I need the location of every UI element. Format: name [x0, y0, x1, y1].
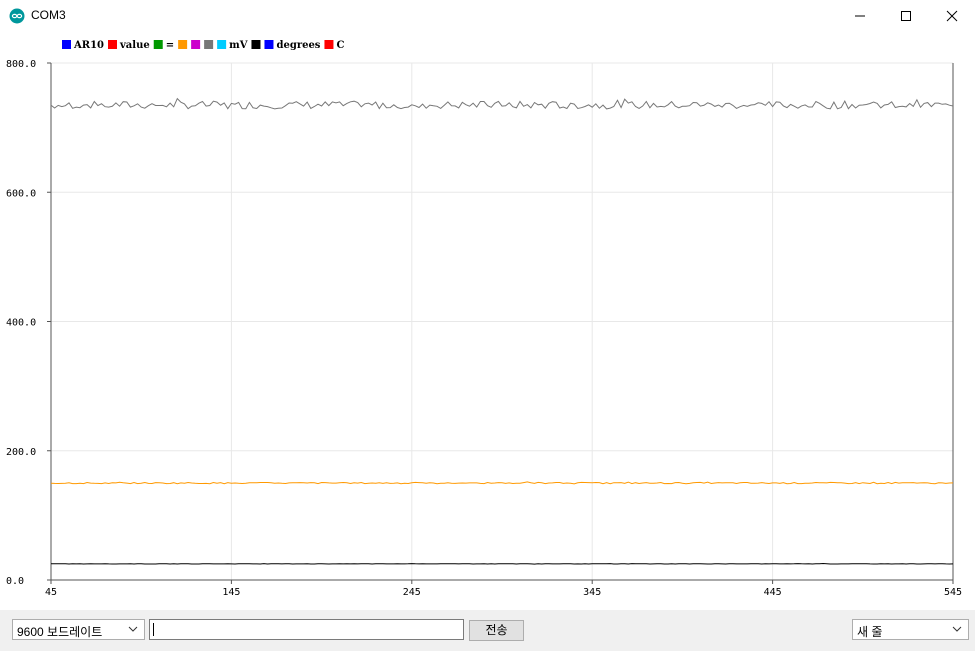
minimize-icon [855, 15, 865, 17]
line-ending-select[interactable]: 새 줄 [852, 619, 969, 640]
y-tick-label: 200.0 [6, 447, 36, 458]
baud-rate-value: 9600 보드레이트 [17, 625, 103, 639]
y-tick-label: 400.0 [6, 318, 36, 329]
arduino-icon [9, 8, 25, 24]
series-group [50, 97, 954, 565]
x-tick-label: 445 [764, 587, 782, 598]
legend-swatch [204, 40, 214, 49]
x-tick-label: 345 [583, 587, 601, 598]
y-tick-label: 600.0 [6, 188, 36, 199]
series-line [50, 97, 954, 110]
bottom-toolbar: 9600 보드레이트 전송 새 줄 [0, 610, 975, 651]
legend-swatch [108, 40, 117, 49]
maximize-icon [901, 11, 911, 21]
message-input[interactable] [149, 619, 464, 640]
series-line [50, 481, 954, 485]
line-ending-value: 새 줄 [857, 625, 883, 639]
legend-label: mV [229, 40, 248, 51]
legend-swatch [264, 40, 274, 49]
legend-swatch [62, 40, 71, 49]
close-icon [946, 10, 958, 22]
legend-swatch [191, 40, 201, 49]
minimize-button[interactable] [837, 0, 883, 31]
serial-plotter: AR10 value = mV degrees C 0.0 200.0 400.0 600.0 8… [0, 31, 975, 610]
legend-label: AR10 [73, 40, 104, 51]
send-button[interactable]: 전송 [469, 620, 524, 641]
baud-rate-select[interactable]: 9600 보드레이트 [12, 619, 145, 640]
series-line [50, 562, 954, 565]
x-tick-label: 45 [45, 587, 57, 598]
maximize-button[interactable] [883, 0, 929, 31]
legend-label: C [336, 40, 344, 51]
chevron-down-icon [128, 626, 138, 632]
legend-label: value [119, 40, 150, 51]
legend-label: = [166, 40, 174, 51]
y-tick-label: 0.0 [6, 576, 24, 587]
title-bar[interactable]: COM3 [0, 0, 975, 31]
legend-label: degrees [276, 40, 320, 51]
text-caret [153, 623, 154, 636]
chevron-down-icon [952, 626, 962, 632]
legend: AR10 value = mV degrees C [62, 40, 344, 51]
legend-swatch [251, 40, 261, 49]
y-tick-label: 800.0 [6, 59, 36, 70]
plot-canvas: AR10 value = mV degrees C 0.0 200.0 400.0 600.0 8… [6, 40, 962, 598]
close-button[interactable] [929, 0, 975, 31]
x-tick-label: 245 [403, 587, 421, 598]
legend-swatch [178, 40, 188, 49]
legend-swatch [324, 40, 334, 49]
window-title: COM3 [31, 8, 66, 22]
x-tick-label: 545 [944, 587, 962, 598]
x-tick-label: 145 [222, 587, 240, 598]
axes: 0.0 200.0 400.0 600.0 800.0 45 145 245 345 445 545 [6, 59, 962, 598]
legend-swatch [153, 40, 163, 49]
legend-swatch [217, 40, 227, 49]
grid [50, 62, 954, 581]
